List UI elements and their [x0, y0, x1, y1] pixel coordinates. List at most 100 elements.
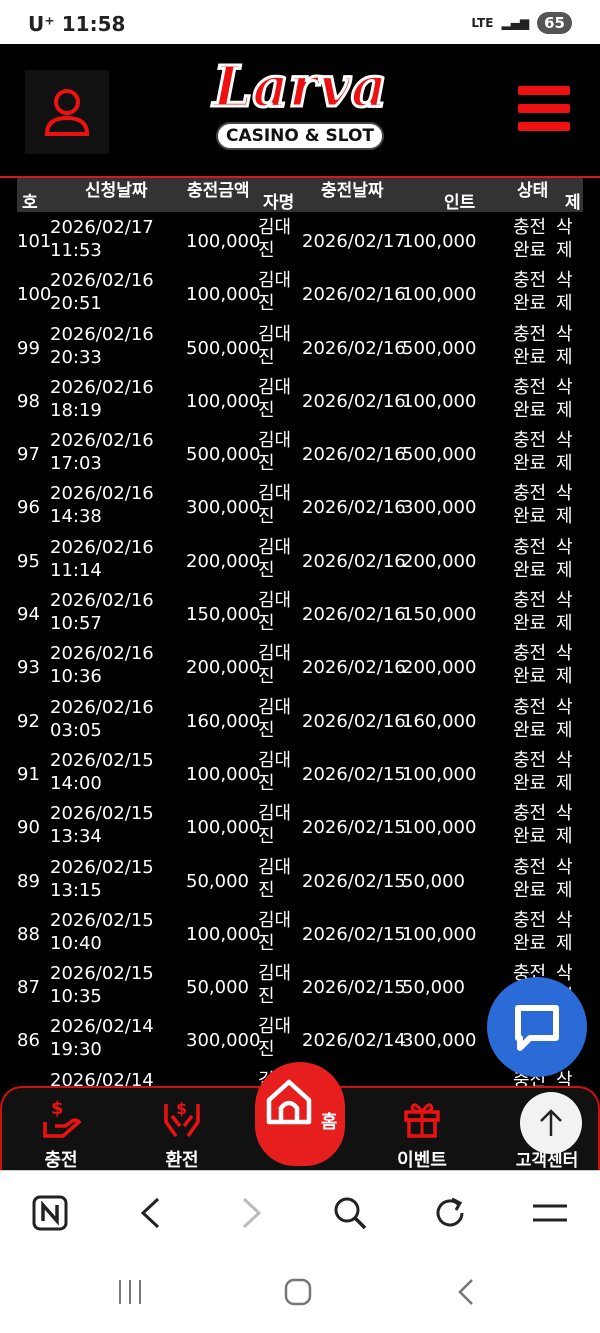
charge-date: 2026/02/15	[302, 977, 406, 999]
amount: 300,000	[186, 1030, 261, 1052]
status-cont: 완료	[513, 399, 547, 421]
request-date: 2026/02/16	[50, 483, 154, 505]
delete-button-cont[interactable]: 제	[556, 879, 573, 901]
delete-button-cont[interactable]: 제	[556, 666, 573, 688]
delete-button-cont[interactable]: 제	[556, 399, 573, 421]
delete-button-cont[interactable]: 제	[556, 932, 573, 954]
menu-icon[interactable]	[530, 1193, 570, 1233]
delete-button-cont[interactable]: 제	[556, 240, 573, 261]
charge-date: 2026/02/16	[302, 657, 406, 679]
user-icon	[44, 89, 90, 136]
status-cont: 완료	[513, 613, 547, 635]
forward-icon[interactable]	[232, 1193, 272, 1233]
delete-button[interactable]: 삭	[556, 430, 573, 452]
request-date: 2026/02/16	[50, 270, 154, 292]
chat-button[interactable]	[487, 977, 587, 1077]
delete-button[interactable]: 삭	[556, 749, 573, 771]
nav-event[interactable]: 이벤트	[377, 1096, 467, 1172]
request-date: 2026/02/15	[50, 803, 154, 825]
delete-button-cont[interactable]: 제	[556, 772, 573, 794]
delete-button-cont[interactable]: 제	[556, 506, 573, 528]
status-cont: 완료	[513, 666, 547, 688]
delete-button-cont[interactable]: 제	[556, 559, 573, 581]
network-indicator: LTE	[471, 16, 494, 30]
delete-button[interactable]: 삭	[556, 483, 573, 505]
nav-home[interactable]: 홈	[255, 1062, 345, 1166]
delete-button[interactable]: 삭	[556, 643, 573, 665]
request-time: 13:15	[50, 879, 102, 901]
user-button[interactable]	[25, 70, 109, 154]
deposit-table-body: 101 2026/02/17 11:53 100,000 김대 진 2026/02/17 10…	[0, 214, 600, 1120]
request-time: 14:38	[50, 506, 102, 528]
delete-button[interactable]: 삭	[556, 536, 573, 558]
amount: 100,000	[186, 390, 261, 412]
delete-button-cont[interactable]: 제	[556, 719, 573, 741]
logo[interactable]: Larva CASINO & SLOT	[205, 52, 395, 170]
status: 충전	[513, 430, 547, 452]
depositor: 김대	[258, 483, 292, 505]
request-date: 2026/02/15	[50, 749, 154, 771]
amount: 150,000	[186, 604, 261, 626]
request-date: 2026/02/16	[50, 696, 154, 718]
request-date: 2026/02/16	[50, 590, 154, 612]
delete-button-cont[interactable]: 제	[556, 453, 573, 475]
row-no: 92	[17, 710, 40, 732]
depositor-cont: 진	[258, 1039, 275, 1061]
delete-button[interactable]: 삭	[556, 803, 573, 825]
amount: 200,000	[186, 657, 261, 679]
delete-button[interactable]: 삭	[556, 963, 573, 985]
charge-date: 2026/02/16	[302, 497, 406, 519]
delete-button[interactable]: 삭	[556, 590, 573, 612]
back-icon[interactable]	[130, 1193, 170, 1233]
delete-button[interactable]: 삭	[556, 1069, 573, 1091]
naver-icon[interactable]	[30, 1193, 70, 1233]
status-cont: 완료	[513, 879, 547, 901]
status-cont: 완료	[513, 772, 547, 794]
depositor: 김대	[258, 1016, 292, 1038]
depositor-cont: 진	[258, 240, 275, 261]
amount: 200,000	[186, 550, 261, 572]
delete-button[interactable]: 삭	[556, 270, 573, 292]
status-cont: 완료	[513, 826, 547, 848]
table-row: 98 2026/02/16 18:19 100,000 김대 진 2026/02/16 100…	[0, 374, 600, 427]
point: 150,000	[402, 604, 477, 626]
delete-button[interactable]: 삭	[556, 856, 573, 878]
depositor-cont: 진	[258, 453, 275, 475]
table-row: 90 2026/02/15 13:34 100,000 김대 진 2026/02/15 100…	[0, 800, 600, 853]
status: 충전	[513, 483, 547, 505]
row-no: 97	[17, 444, 40, 466]
request-date: 2026/02/17	[50, 217, 154, 238]
delete-button-cont[interactable]: 제	[556, 293, 573, 315]
request-time: 03:05	[50, 719, 102, 741]
status-bar: U⁺ 11:58 LTE ▂▄▆ 65	[0, 0, 600, 44]
home-nav-icon[interactable]	[284, 1278, 312, 1306]
delete-button-cont[interactable]: 제	[556, 613, 573, 635]
table-row: 101 2026/02/17 11:53 100,000 김대 진 2026/02/17 10…	[0, 214, 600, 267]
signal-icon: ▂▄▆	[501, 16, 530, 30]
nav-exchange[interactable]: $ 환전	[137, 1096, 227, 1172]
recents-icon[interactable]	[116, 1278, 144, 1306]
table-row: 95 2026/02/16 11:14 200,000 김대 진 2026/02/16 200…	[0, 534, 600, 587]
delete-button[interactable]: 삭	[556, 696, 573, 718]
amount: 500,000	[186, 444, 261, 466]
delete-button[interactable]: 삭	[556, 217, 573, 238]
nav-support[interactable]: 고객센터	[515, 1151, 579, 1171]
back-nav-icon[interactable]	[454, 1278, 478, 1306]
delete-button[interactable]: 삭	[556, 909, 573, 931]
delete-button[interactable]: 삭	[556, 376, 573, 398]
delete-button-cont[interactable]: 제	[556, 346, 573, 368]
arrow-up-icon	[540, 1109, 562, 1136]
row-no: 95	[17, 550, 40, 572]
nav-charge[interactable]: $ 충전	[16, 1096, 106, 1172]
status: 충전	[513, 856, 547, 878]
hamburger-menu-icon[interactable]	[518, 86, 570, 140]
scroll-top-button[interactable]	[520, 1092, 582, 1154]
request-time: 10:36	[50, 666, 102, 688]
delete-button[interactable]: 삭	[556, 323, 573, 345]
row-no: 87	[17, 977, 40, 999]
request-time: 10:35	[50, 986, 102, 1008]
table-row: 100 2026/02/16 20:51 100,000 김대 진 2026/02/16 10…	[0, 267, 600, 320]
refresh-icon[interactable]	[430, 1193, 470, 1233]
delete-button-cont[interactable]: 제	[556, 826, 573, 848]
search-icon[interactable]	[330, 1193, 370, 1233]
